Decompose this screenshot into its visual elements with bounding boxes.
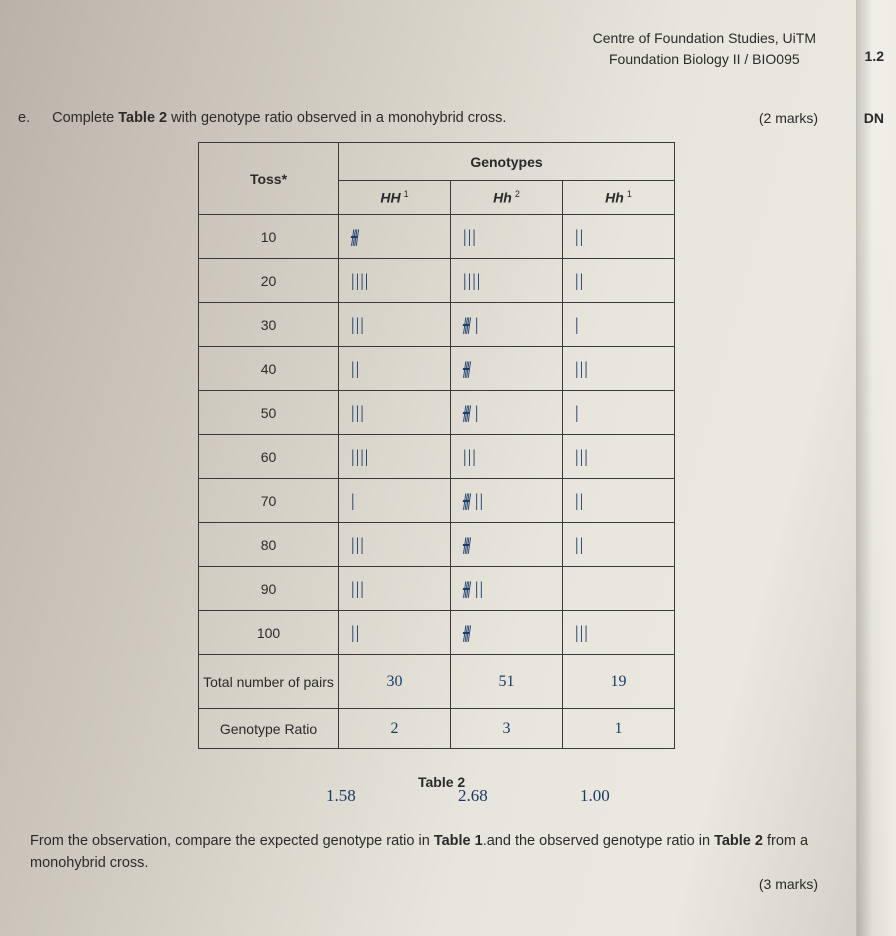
right-cell: || <box>563 523 675 567</box>
decimal-2: 2.68 <box>458 786 488 806</box>
right-cell <box>563 567 675 611</box>
genotypes-header: Genotypes <box>339 143 675 181</box>
hh-cell: ||| <box>339 391 451 435</box>
table-row: 30||||||| || <box>199 303 675 347</box>
right-cell: ||| <box>563 347 675 391</box>
question-text: e. Complete Table 2 with genotype ratio … <box>18 110 506 126</box>
hh-cell: |||| <box>339 215 451 259</box>
mid-cell: |||| | <box>451 391 563 435</box>
toss-cell: 40 <box>199 347 339 391</box>
hh-cell: || <box>339 611 451 655</box>
toss-cell: 100 <box>199 611 339 655</box>
header-line1: Centre of Foundation Studies, UiTM <box>593 28 816 49</box>
mid-cell: |||| <box>451 611 563 655</box>
col-Hh-2: Hh2 <box>451 181 563 215</box>
genotype-table: Toss* Genotypes HH1 Hh2 Hh1 10|||||||||2… <box>198 142 675 749</box>
toss-header: Toss* <box>199 143 339 215</box>
table-row: 80||||||||| <box>199 523 675 567</box>
table-row: 100||||||||| <box>199 611 675 655</box>
table-row: 70||||| |||| <box>199 479 675 523</box>
toss-cell: 20 <box>199 259 339 303</box>
table-row: 60|||||||||| <box>199 435 675 479</box>
right-cell: || <box>563 215 675 259</box>
mid-cell: |||| <box>451 347 563 391</box>
decimal-1: 1.58 <box>326 786 356 806</box>
marks-label-2: (3 marks) <box>759 876 818 892</box>
table-row: 10||||||||| <box>199 215 675 259</box>
toss-cell: 80 <box>199 523 339 567</box>
toss-cell: 50 <box>199 391 339 435</box>
right-cell: ||| <box>563 435 675 479</box>
table-row: 20|||||||||| <box>199 259 675 303</box>
table-row: 40||||||||| <box>199 347 675 391</box>
mid-cell: |||| || <box>451 479 563 523</box>
ratio-Hh2: 3 <box>451 709 563 749</box>
right-cell: || <box>563 259 675 303</box>
page-fold <box>856 0 896 936</box>
ratio-label: Genotype Ratio <box>199 709 339 749</box>
total-label: Total number of pairs <box>199 655 339 709</box>
hh-cell: |||| <box>339 259 451 303</box>
hh-cell: || <box>339 347 451 391</box>
mid-cell: |||| || <box>451 567 563 611</box>
header-line2: Foundation Biology II / BIO095 <box>593 49 816 70</box>
toss-cell: 10 <box>199 215 339 259</box>
toss-cell: 30 <box>199 303 339 347</box>
toss-cell: 60 <box>199 435 339 479</box>
decimal-3: 1.00 <box>580 786 610 806</box>
total-Hh1: 19 <box>563 655 675 709</box>
hh-cell: ||| <box>339 523 451 567</box>
right-cell: | <box>563 391 675 435</box>
mid-cell: |||| | <box>451 303 563 347</box>
marks-label: (2 marks) <box>759 110 818 126</box>
ratio-Hh1: 1 <box>563 709 675 749</box>
total-HH: 30 <box>339 655 451 709</box>
ratio-HH: 2 <box>339 709 451 749</box>
table-row: 90||||||| || <box>199 567 675 611</box>
table-row: 50||||||| || <box>199 391 675 435</box>
mid-cell: |||| <box>451 523 563 567</box>
right-cell: | <box>563 303 675 347</box>
right-cell: ||| <box>563 611 675 655</box>
hh-cell: | <box>339 479 451 523</box>
col-Hh-1: Hh1 <box>563 181 675 215</box>
toss-cell: 90 <box>199 567 339 611</box>
total-Hh2: 51 <box>451 655 563 709</box>
question-letter: e. <box>18 110 30 126</box>
toss-cell: 70 <box>199 479 339 523</box>
right-cell: || <box>563 479 675 523</box>
header-block: Centre of Foundation Studies, UiTM Found… <box>593 28 816 70</box>
hh-cell: ||| <box>339 303 451 347</box>
side-number-2: DN <box>864 110 884 126</box>
col-HH: HH1 <box>339 181 451 215</box>
question-body: Complete Table 2 with genotype ratio obs… <box>52 110 506 126</box>
mid-cell: ||| <box>451 215 563 259</box>
hh-cell: |||| <box>339 435 451 479</box>
hh-cell: ||| <box>339 567 451 611</box>
side-number-1: 1.2 <box>865 48 884 64</box>
bottom-paragraph: From the observation, compare the expect… <box>30 830 826 875</box>
mid-cell: |||| <box>451 259 563 303</box>
mid-cell: ||| <box>451 435 563 479</box>
